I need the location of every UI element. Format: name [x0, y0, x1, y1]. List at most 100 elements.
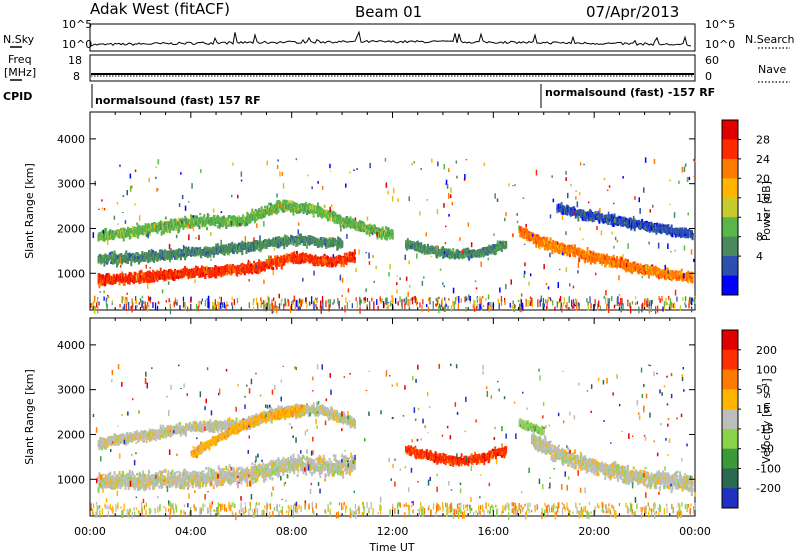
- echo-cell: [237, 215, 240, 218]
- echo-cell: [213, 214, 216, 218]
- echo-cell: [276, 255, 279, 259]
- echo-cell: [172, 228, 175, 231]
- echo-cell: [339, 223, 342, 227]
- echo-cell: [283, 240, 286, 245]
- echo-cell: [237, 242, 240, 247]
- echo-cell: [231, 246, 234, 249]
- echo-cell: [237, 216, 239, 221]
- echo-cell: [163, 250, 166, 254]
- echo-cell: [220, 250, 223, 254]
- echo-cell: [300, 235, 303, 239]
- echo-cell: [367, 224, 370, 227]
- echo-cell: [345, 260, 348, 266]
- echo-cell: [327, 245, 329, 248]
- echo-cell: [341, 240, 344, 245]
- echo-cell: [349, 216, 352, 222]
- nsky-panel-frame: [89, 23, 696, 52]
- echo-cell: [317, 206, 320, 209]
- echo-cell: [264, 239, 267, 242]
- echo-cell: [360, 220, 363, 224]
- echo-cell: [237, 271, 240, 274]
- echo-cell: [254, 208, 257, 212]
- echo-cell: [129, 232, 132, 236]
- echo-cell: [306, 243, 308, 249]
- echo-cell: [129, 234, 132, 239]
- echo-cell: [158, 249, 161, 253]
- echo-cell: [119, 278, 122, 281]
- echo-cell: [240, 270, 243, 275]
- echo-cell: [195, 215, 198, 218]
- echo-cell: [318, 212, 321, 216]
- echo-cell: [218, 217, 221, 220]
- echo-cell: [358, 219, 361, 224]
- echo-cell: [327, 256, 329, 259]
- echo-cell: [171, 271, 174, 275]
- nsky-tick-top: 10^5: [62, 18, 92, 31]
- echo-cell: [153, 258, 155, 263]
- echo-cell: [163, 249, 166, 252]
- echo-cell: [219, 223, 222, 228]
- echo-cell: [353, 259, 356, 264]
- echo-cell: [196, 266, 199, 269]
- echo-cell: [337, 236, 339, 240]
- echo-cell: [296, 253, 299, 257]
- echo-cell: [251, 208, 254, 213]
- echo-cell: [151, 279, 154, 283]
- echo-cell: [148, 231, 151, 237]
- nave-tick-bottom: 0: [705, 70, 712, 83]
- echo-cell: [253, 260, 255, 264]
- echo-cell: [336, 219, 339, 225]
- echo-cell: [179, 274, 182, 279]
- echo-cell: [208, 273, 211, 279]
- echo-cell: [104, 237, 107, 241]
- echo-cell: [270, 264, 273, 270]
- cpid-text-1: normalsound (fast) 157 RF: [95, 94, 261, 107]
- echo-cell: [254, 244, 257, 248]
- echo-cell: [141, 251, 144, 255]
- echo-cell: [406, 238, 409, 242]
- echo-cell: [256, 244, 259, 250]
- echo-cell: [142, 278, 145, 283]
- echo-cell: [374, 225, 376, 229]
- echo-cell: [350, 255, 353, 259]
- freq-label: Freq: [8, 53, 32, 66]
- echo-cell: [287, 240, 290, 246]
- echo-cell: [133, 279, 136, 283]
- echo-cell: [130, 261, 133, 267]
- echo-cell: [284, 208, 287, 212]
- echo-cell: [207, 267, 210, 270]
- echo-cell: [137, 230, 140, 233]
- echo-cell: [225, 244, 228, 248]
- echo-cell: [391, 230, 394, 233]
- echo-cell: [109, 229, 112, 232]
- echo-cell: [112, 256, 115, 261]
- echo-cell: [196, 247, 199, 251]
- echo-cell: [191, 273, 194, 279]
- echo-cell: [276, 236, 279, 240]
- echo-cell: [315, 261, 318, 264]
- echo-cell: [113, 274, 116, 278]
- echo-cell: [228, 264, 231, 267]
- echo-cell: [227, 215, 230, 218]
- echo-cell: [300, 208, 303, 212]
- freq-tick-top: 18: [68, 54, 82, 67]
- echo-cell: [138, 280, 141, 285]
- echo-cell: [384, 226, 387, 230]
- echo-cell: [103, 262, 106, 267]
- echo-cell: [361, 228, 364, 232]
- echo-cell: [221, 266, 224, 271]
- echo-cell: [328, 237, 331, 240]
- echo-cell: [194, 273, 197, 277]
- date-title: 07/Apr/2013: [586, 3, 679, 21]
- echo-cell: [235, 243, 238, 247]
- echo-cell: [316, 203, 319, 207]
- echo-cell: [232, 216, 235, 220]
- echo-cell: [269, 202, 272, 207]
- echo-cell: [132, 234, 134, 238]
- power-panel-frame: [89, 111, 696, 311]
- echo-cell: [169, 268, 172, 271]
- echo-cell: [272, 267, 275, 271]
- echo-cell: [203, 214, 206, 218]
- echo-cell: [178, 227, 181, 232]
